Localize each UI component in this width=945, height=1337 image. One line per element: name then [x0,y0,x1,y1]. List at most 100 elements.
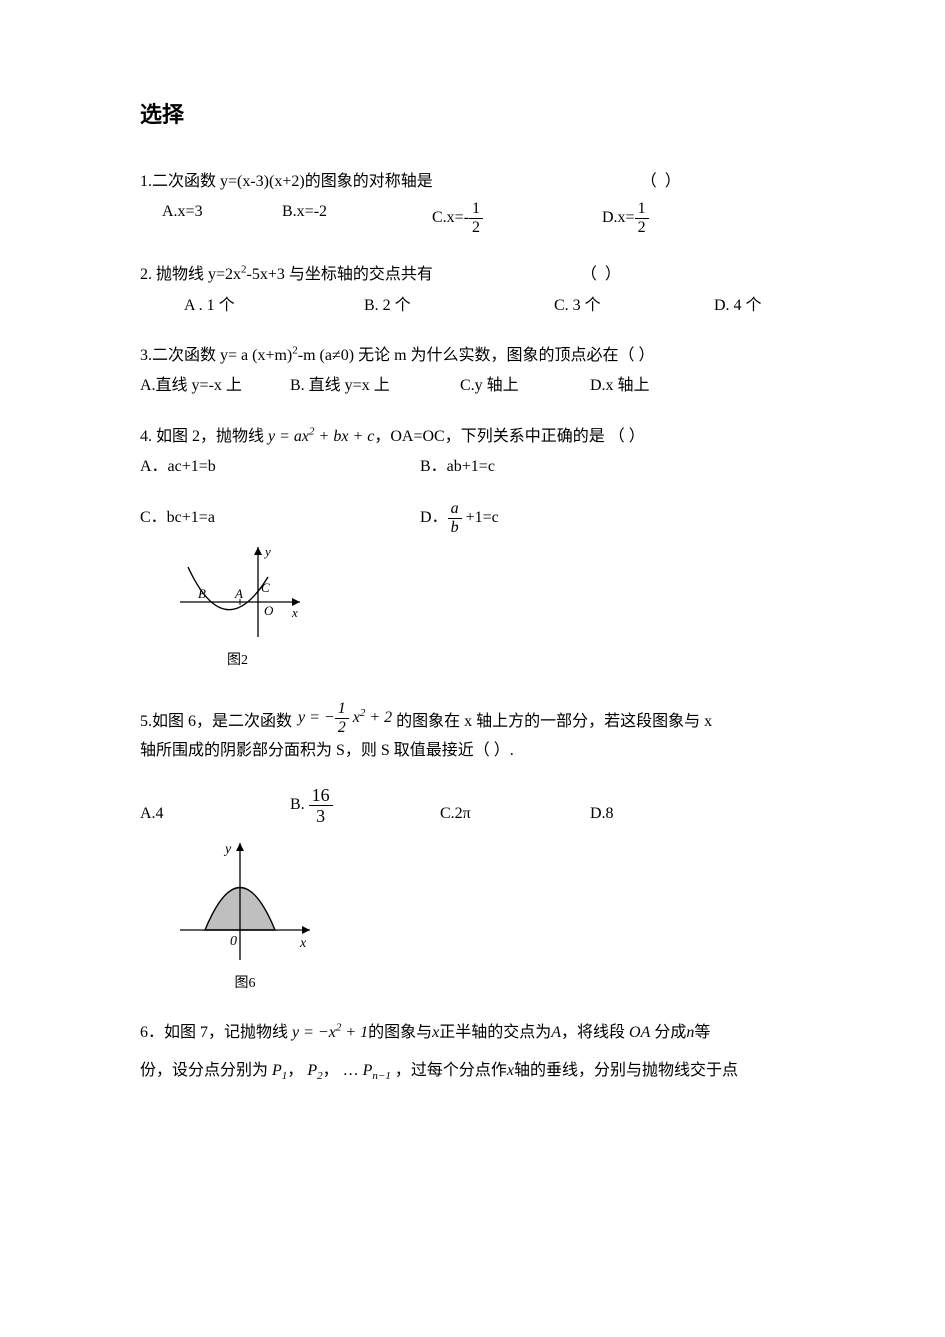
q1-optD: D.x=12 [602,201,649,236]
frac-den: b [448,519,462,536]
q1-optD-pre: D.x= [602,209,635,226]
q1-stem: 1.二次函数 y=(x-3)(x+2)的图象的对称轴是 （ ） [140,171,805,193]
comma: ， [287,1062,303,1079]
subscript: n−1 [372,1070,390,1082]
svg-text:0: 0 [230,934,237,949]
q3-stem-pre: 3.二次函数 y= a (x+m) [140,347,292,364]
q6-line2-post: 轴的垂线，分别与抛物线交于点 [514,1062,738,1079]
frac-den: 3 [309,806,333,825]
svg-text:y: y [263,544,271,559]
question-3: 3.二次函数 y= a (x+m)2-m (a≠0) 无论 m 为什么实数，图象… [140,345,805,398]
q3-stem: 3.二次函数 y= a (x+m)2-m (a≠0) 无论 m 为什么实数，图象… [140,345,805,367]
q4-optD: D．ab +1=c [420,501,499,536]
q1-stem-text: 1.二次函数 y=(x-3)(x+2)的图象的对称轴是 [140,173,433,190]
q2-optA: A . 1 个 [184,295,364,317]
question-6: 6．如图 7，记抛物线 y = −x2 + 1的图象与x正半轴的交点为A，将线段… [140,1022,805,1083]
question-2: 2. 抛物线 y=2x2-5x+3 与坐标轴的交点共有 （ ） A . 1 个 … [140,264,805,317]
q5-optB-pre: B. [290,796,305,813]
q2-stem-pre: 2. 抛物线 y=2x [140,266,241,283]
svg-text:C: C [261,580,270,595]
q2-optC: C. 3 个 [554,295,714,317]
q4-optC: C．bc+1=a [140,507,420,529]
q3-optD: D.x 轴上 [590,375,650,397]
q4-options-row2: C．bc+1=a D．ab +1=c [140,501,805,536]
q6-stem-pre: 6．如图 7，记抛物线 [140,1024,292,1041]
q5-optC: C.2π [440,803,590,825]
answer-blank: （ ） [581,266,623,283]
q5-optB: B. 163 [290,786,440,825]
q5-stem-pre: 5.如图 6，是二次函数 [140,711,292,733]
section-title: 选择 [140,100,805,131]
q1-optC-pre: C.x=- [432,209,469,226]
svg-text:x: x [291,605,298,620]
q6-line1: 6．如图 7，记抛物线 y = −x2 + 1的图象与x正半轴的交点为A，将线段… [140,1022,805,1044]
math-eq: y = ax2 + bx + c [268,428,374,445]
q6-mid2: ，将线段 [561,1024,629,1041]
q6-line2-mid: ，过每个分点作 [395,1062,507,1079]
svg-text:y: y [223,842,232,857]
q3-optB: B. 直线 y=x 上 [290,375,460,397]
parabola-figure-2: x y O A B C [170,542,305,642]
frac-num: 1 [469,201,483,219]
q4-optB: B．ab+1=c [420,456,495,478]
q3-optA: A.直线 y=-x 上 [140,375,290,397]
exponent: 2 [336,1022,342,1034]
math-eq: y = −x2 + 1 [292,1024,368,1041]
q4-optD-pre: D． [420,509,448,526]
q4-stem-post: ，OA=OC，下列关系中正确的是 （ ） [374,428,644,445]
math-var: P1 [272,1062,287,1079]
q5-stem-line2: 轴所围成的阴影部分面积为 S，则 S 取值最接近（ ）. [140,740,805,762]
q3-stem-mid: -m (a≠0) 无论 m 为什么实数，图象的顶点必在（ ） [298,347,655,364]
q6-mid4: 等 [694,1024,710,1041]
answer-blank: （ ） [641,173,683,190]
fraction: 163 [309,786,333,825]
svg-text:B: B [198,586,206,601]
exponent: 2 [360,706,366,718]
figure-caption: 图2 [170,651,305,671]
q5-optD: D.8 [590,803,614,825]
frac-num: 1 [635,201,649,219]
q6-eq-post: 的图象与 [368,1024,432,1041]
svg-text:x: x [299,936,307,951]
exponent: 2 [309,425,315,437]
frac-den: 2 [635,219,649,236]
svg-text:O: O [264,603,274,618]
ellipsis: … [343,1062,359,1079]
q2-stem: 2. 抛物线 y=2x2-5x+3 与坐标轴的交点共有 （ ） [140,264,805,286]
frac-num: a [448,501,462,519]
q2-options: A . 1 个 B. 2 个 C. 3 个 D. 4 个 [140,295,805,317]
page: 选择 1.二次函数 y=(x-3)(x+2)的图象的对称轴是 （ ） A.x=3… [0,0,945,1171]
q6-line2: 份，设分点分别为 P1， P2， … Pn−1 ，过每个分点作x轴的垂线，分别与… [140,1060,805,1082]
question-1: 1.二次函数 y=(x-3)(x+2)的图象的对称轴是 （ ） A.x=3 B.… [140,171,805,236]
q6-mid3: 分成 [650,1024,686,1041]
q1-options: A.x=3 B.x=-2 C.x=-12 D.x=12 [140,201,805,236]
q5-stem-row: 5.如图 6，是二次函数 y = −12 x2 + 2 的图象在 x 轴上方的一… [140,699,805,734]
fraction: 12 [635,201,649,236]
frac-den: 2 [335,719,349,736]
frac-den: 2 [469,219,483,236]
q3-options: A.直线 y=-x 上 B. 直线 y=x 上 C.y 轴上 D.x 轴上 [140,375,805,397]
fraction: ab [448,501,462,536]
math-var: Pn−1 [363,1062,391,1079]
q4-options-row1: A．ac+1=b B．ab+1=c [140,456,805,478]
fraction: 12 [335,701,349,736]
q4-figure: x y O A B C 图2 [170,542,305,671]
q4-stem: 4. 如图 2，抛物线 y = ax2 + bx + c，OA=OC，下列关系中… [140,426,805,448]
math-var: P2 [307,1062,322,1079]
q4-optA: A．ac+1=b [140,456,420,478]
q3-optC: C.y 轴上 [460,375,590,397]
math-var: A [551,1024,561,1041]
q1-optA: A.x=3 [162,201,282,236]
question-5: 5.如图 6，是二次函数 y = −12 x2 + 2 的图象在 x 轴上方的一… [140,699,805,994]
math-var: x [507,1062,514,1079]
svg-text:A: A [234,586,243,601]
q2-optB: B. 2 个 [364,295,554,317]
q4-optD-post: +1=c [462,509,499,526]
q5-figure: x y 0 图6 [170,835,320,994]
parabola-figure-6: x y 0 [170,835,320,965]
q2-optD: D. 4 个 [714,295,762,317]
q1-optC: C.x=-12 [432,201,602,236]
frac-num: 1 [335,701,349,719]
q1-optB: B.x=-2 [282,201,432,236]
math-eq: y = −12 x2 + 2 [298,701,392,736]
